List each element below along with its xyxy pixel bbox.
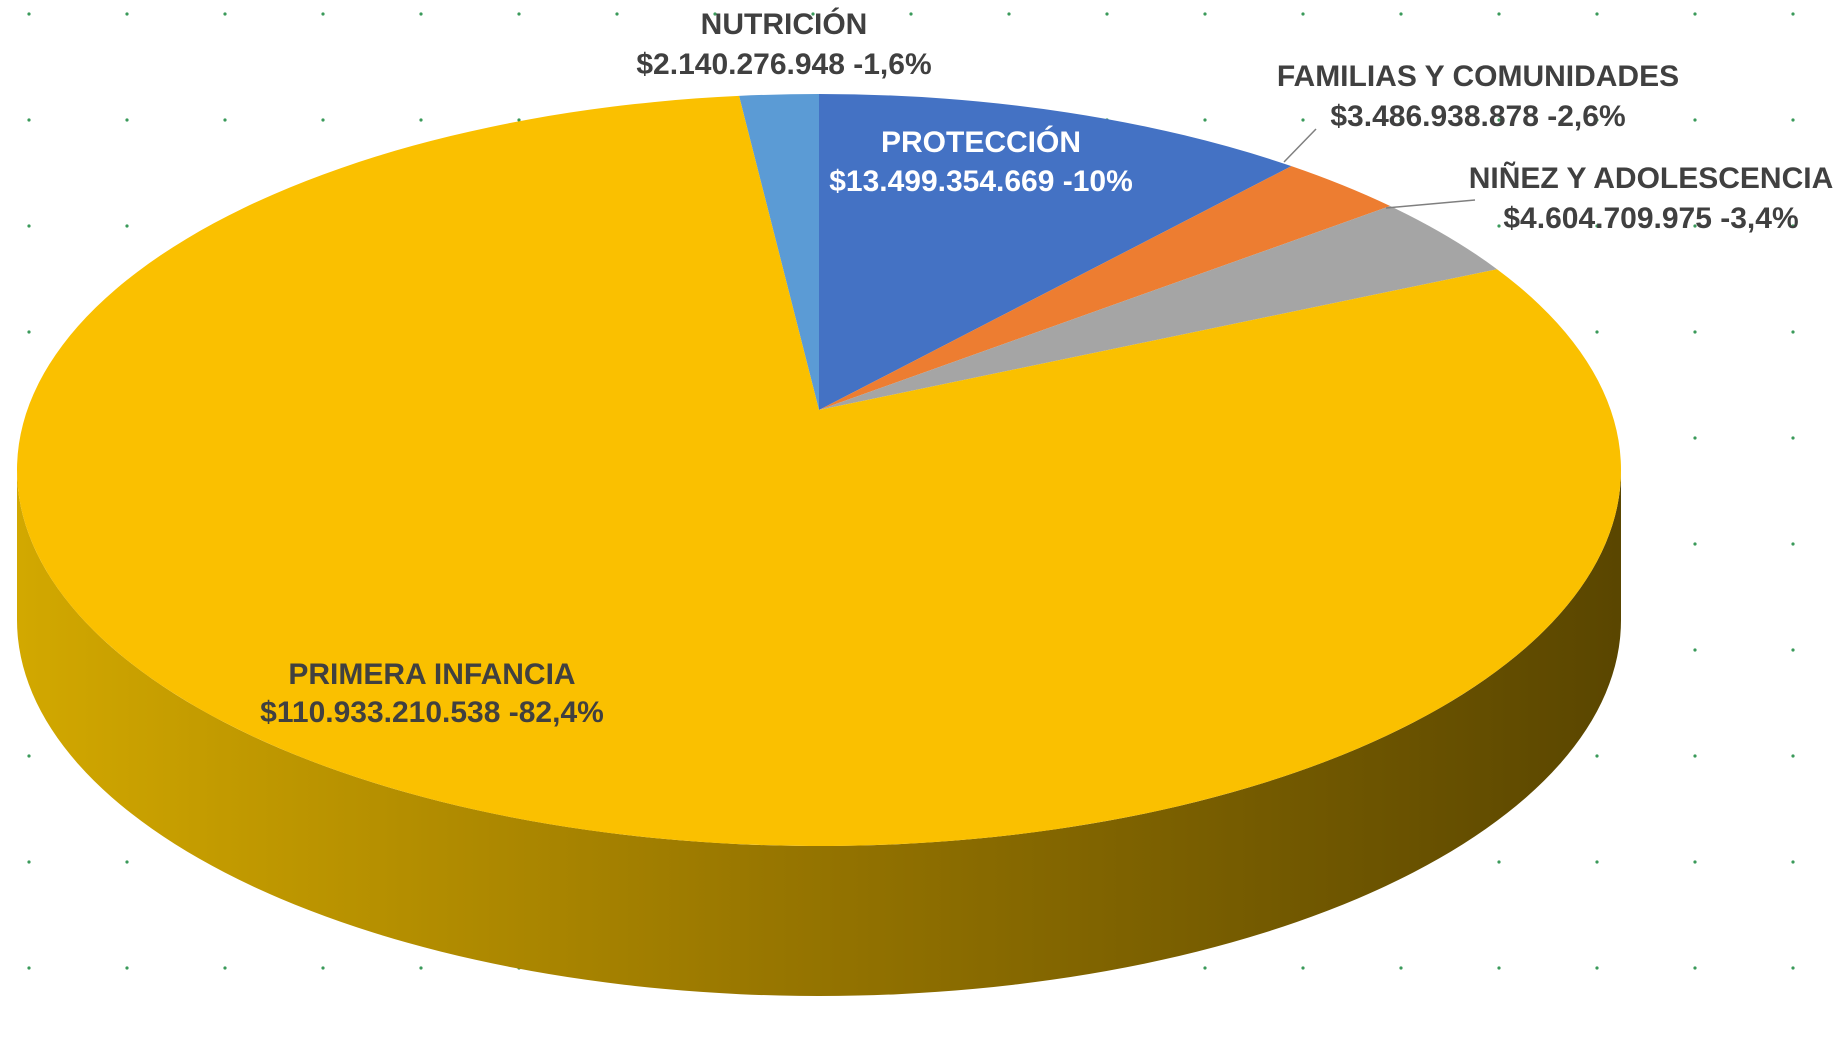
category-label: FAMILIAS Y COMUNIDADES — [1277, 60, 1679, 93]
slice-side — [17, 470, 1621, 996]
labels: NUTRICIÓN $2.140.276.948 -1,6% PROTECCIÓN $… — [260, 7, 1833, 729]
slice — [819, 206, 1498, 410]
slice — [17, 95, 1622, 847]
value-label: $2.140.276.948 -1,6% — [636, 48, 931, 81]
value-label: $110.933.210.538 -82,4% — [260, 696, 604, 729]
slice — [739, 94, 819, 410]
value-label: $13.499.354.669 -10% — [829, 165, 1133, 198]
pie — [17, 94, 1622, 996]
leader-line — [1283, 128, 1317, 163]
category-label: NUTRICIÓN — [701, 7, 868, 41]
leader-line — [1385, 199, 1476, 209]
value-label: $3.486.938.878 -2,6% — [1330, 100, 1625, 133]
value-label: $4.604.709.975 -3,4% — [1503, 202, 1798, 235]
category-label: PRIMERA INFANCIA — [288, 658, 575, 691]
category-label: PROTECCIÓN — [881, 125, 1081, 159]
slice — [819, 166, 1391, 410]
slice — [819, 94, 1292, 410]
category-label: NIÑEZ Y ADOLESCENCIA — [1469, 161, 1834, 195]
